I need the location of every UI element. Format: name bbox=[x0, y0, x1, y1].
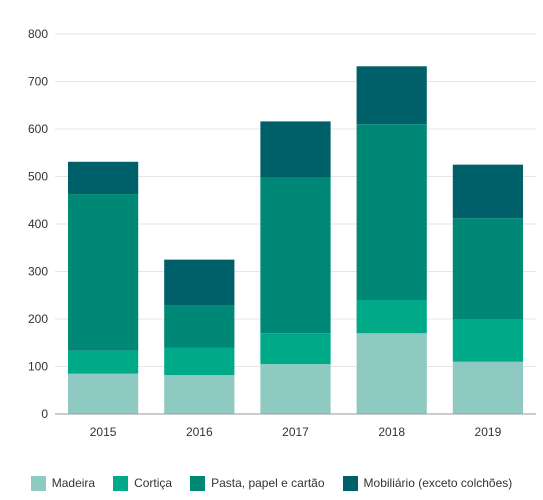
legend-item[interactable]: Cortiça bbox=[113, 475, 173, 491]
bar-2015-series-3 bbox=[67, 161, 139, 195]
x-tick-label: 2018 bbox=[378, 425, 405, 439]
bar-2017-series-2 bbox=[260, 177, 331, 334]
legend-label: Madeira bbox=[51, 476, 96, 490]
bar-2017-series-1 bbox=[260, 333, 331, 365]
y-tick-label: 800 bbox=[28, 27, 48, 41]
bar-2018-series-3 bbox=[356, 66, 427, 125]
bar-2019-series-3 bbox=[452, 164, 524, 219]
bar-2018-series-0 bbox=[356, 333, 427, 414]
x-tick-label: 2019 bbox=[475, 425, 502, 439]
y-tick-label: 600 bbox=[28, 122, 48, 136]
x-tick-label: 2017 bbox=[282, 425, 309, 439]
bar-2017-series-0 bbox=[260, 364, 331, 414]
y-tick-label: 100 bbox=[28, 360, 48, 374]
bar-2017-series-3 bbox=[260, 121, 331, 178]
bar-2015-series-0 bbox=[67, 373, 139, 414]
y-tick-label: 700 bbox=[28, 75, 48, 89]
bar-2019-series-1 bbox=[452, 319, 524, 362]
legend-swatch bbox=[30, 475, 46, 491]
bar-2016-series-0 bbox=[164, 375, 235, 414]
bar-2019-series-0 bbox=[452, 361, 524, 414]
legend-swatch bbox=[190, 475, 206, 491]
x-tick-label: 2016 bbox=[186, 425, 213, 439]
legend-label: Cortiça bbox=[134, 476, 173, 490]
bar-2016-series-1 bbox=[164, 347, 235, 376]
y-tick-label: 300 bbox=[28, 265, 48, 279]
bar-2018-series-1 bbox=[356, 300, 427, 334]
legend-label: Pasta, papel e cartão bbox=[211, 476, 325, 490]
legend-label: Mobiliário (exceto colchões) bbox=[363, 476, 513, 490]
bar-2015-series-2 bbox=[67, 194, 139, 351]
legend-item[interactable]: Mobiliário (exceto colchões) bbox=[342, 475, 513, 491]
y-tick-label: 500 bbox=[28, 170, 48, 184]
legend-swatch bbox=[113, 475, 129, 491]
legend: Madeira Cortiça Pasta, papel e cartão Mobil… bbox=[0, 472, 543, 494]
bar-2018-series-2 bbox=[356, 124, 427, 300]
bar-2015-series-1 bbox=[67, 350, 139, 374]
legend-swatch bbox=[342, 475, 358, 491]
y-tick-label: 0 bbox=[41, 407, 48, 421]
legend-item[interactable]: Pasta, papel e cartão bbox=[190, 475, 325, 491]
bar-2016-series-3 bbox=[164, 259, 235, 306]
x-tick-label: 2015 bbox=[90, 425, 117, 439]
bar-2019-series-2 bbox=[452, 218, 524, 319]
legend-item[interactable]: Madeira bbox=[30, 475, 96, 491]
bar-2016-series-2 bbox=[164, 305, 235, 348]
bars bbox=[67, 66, 524, 414]
y-tick-label: 400 bbox=[28, 217, 48, 231]
y-tick-label: 200 bbox=[28, 312, 48, 326]
x-axis: 2015 2016 2017 2018 2019 bbox=[90, 425, 502, 439]
y-axis: 0 100 200 300 400 500 600 700 800 bbox=[28, 27, 48, 421]
